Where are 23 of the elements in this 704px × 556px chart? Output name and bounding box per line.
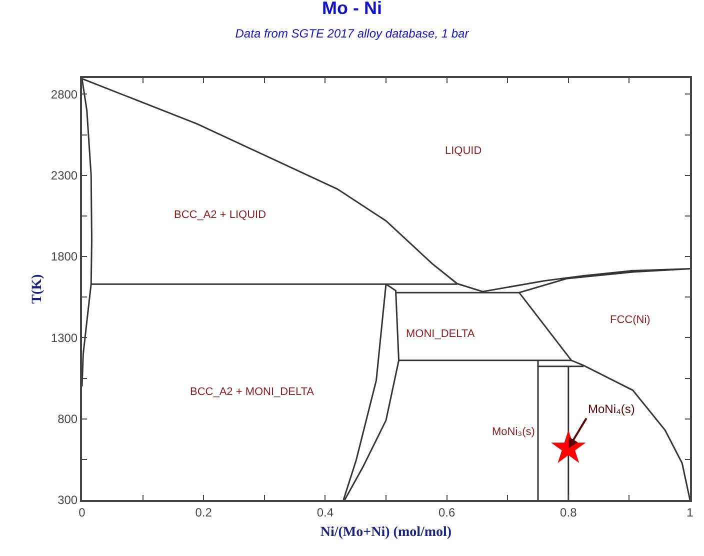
- chart-title: Mo - Ni: [322, 0, 382, 18]
- annotation: MoNi₃(s): [492, 426, 535, 438]
- annotation: FCC(Ni): [610, 314, 650, 326]
- x-tick-label: 0: [78, 505, 86, 520]
- x-tick-label: 0.4: [316, 505, 334, 520]
- chart-subtitle: Data from SGTE 2017 alloy database, 1 bar: [235, 26, 470, 40]
- y-tick-label: 800: [58, 412, 78, 426]
- annotation: MONI_DELTA: [406, 328, 476, 340]
- x-tick-label: 0.2: [195, 505, 212, 520]
- x-tick-label: 1: [686, 505, 694, 520]
- x-tick-label: 0.8: [560, 505, 578, 520]
- y-tick-label: 1800: [50, 250, 78, 264]
- annotation: BCC_A2 + MONI_DELTA: [190, 386, 315, 398]
- x-axis-title: Ni/(Mo+Ni) (mol/mol): [320, 525, 452, 540]
- y-tick-label: 2300: [50, 168, 78, 183]
- annotation: BCC_A2 + LIQUID: [174, 209, 266, 221]
- y-tick-label: 1300: [50, 330, 78, 345]
- y-tick-label: 300: [58, 493, 78, 508]
- y-tick-label: 2800: [50, 87, 78, 102]
- annotation: LIQUID: [445, 145, 482, 157]
- annotation: MoNi₄(s): [588, 402, 635, 416]
- y-axis-title: T(K): [30, 274, 45, 304]
- x-tick-label: 0.6: [438, 505, 456, 520]
